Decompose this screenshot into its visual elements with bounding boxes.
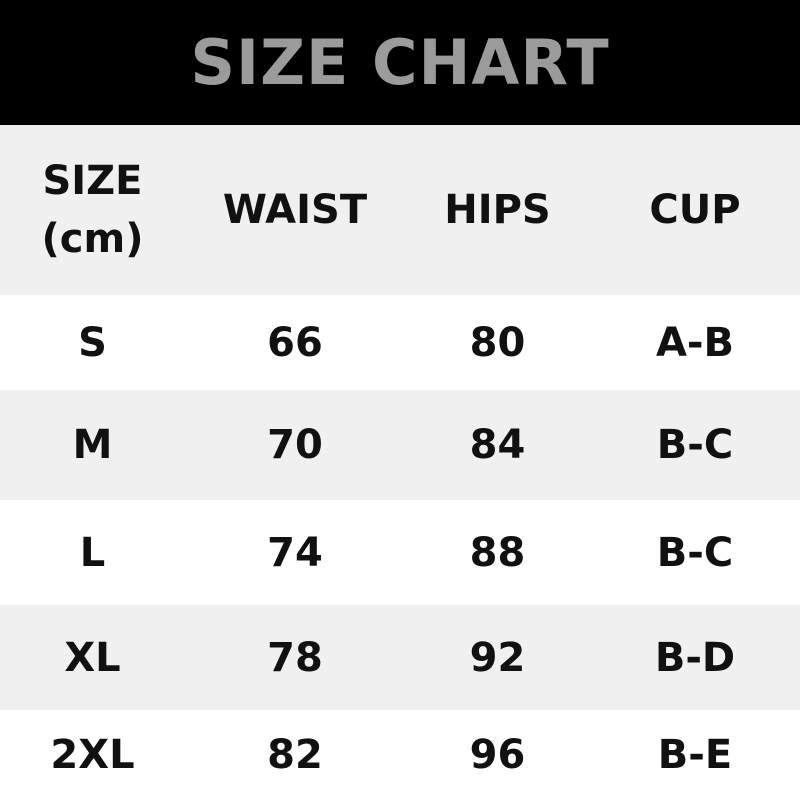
cell-size: S <box>78 319 107 366</box>
table-row: 2XL 82 96 B-E <box>0 710 800 800</box>
cell-cup: B-C <box>656 422 734 468</box>
cell-hips: 88 <box>469 529 526 576</box>
cell-size: L <box>79 529 106 576</box>
cell-hips: 84 <box>469 422 526 468</box>
cell-waist: 70 <box>267 422 323 468</box>
cell-hips: 96 <box>469 732 526 778</box>
cell-hips: 80 <box>469 319 526 366</box>
header-hips: HIPS <box>444 187 551 233</box>
table-row: M 70 84 B-C <box>0 390 800 500</box>
table-row: S 66 80 A-B <box>0 295 800 390</box>
page-title: SIZE CHART <box>190 26 610 99</box>
cell-waist: 66 <box>267 319 323 366</box>
table-row: L 74 88 B-C <box>0 500 800 605</box>
table-header: SIZE (cm) WAIST HIPS CUP <box>0 125 800 295</box>
cell-waist: 82 <box>267 732 323 778</box>
cell-size: XL <box>64 634 121 681</box>
cell-size: M <box>72 422 113 468</box>
header-cup: CUP <box>649 187 741 233</box>
header-size-label: SIZE <box>42 158 143 204</box>
cell-hips: 92 <box>469 634 526 681</box>
cell-waist: 78 <box>267 634 323 681</box>
header-size: SIZE (cm) <box>0 152 185 268</box>
cell-cup: B-E <box>657 732 733 778</box>
title-banner: SIZE CHART <box>0 0 800 125</box>
cell-waist: 74 <box>267 529 323 576</box>
cell-cup: A-B <box>655 319 735 366</box>
table-row: XL 78 92 B-D <box>0 605 800 710</box>
cell-cup: B-C <box>656 529 734 576</box>
cell-size: 2XL <box>50 732 135 778</box>
header-waist: WAIST <box>222 187 368 233</box>
cell-cup: B-D <box>654 634 736 681</box>
header-size-unit: (cm) <box>41 216 144 262</box>
